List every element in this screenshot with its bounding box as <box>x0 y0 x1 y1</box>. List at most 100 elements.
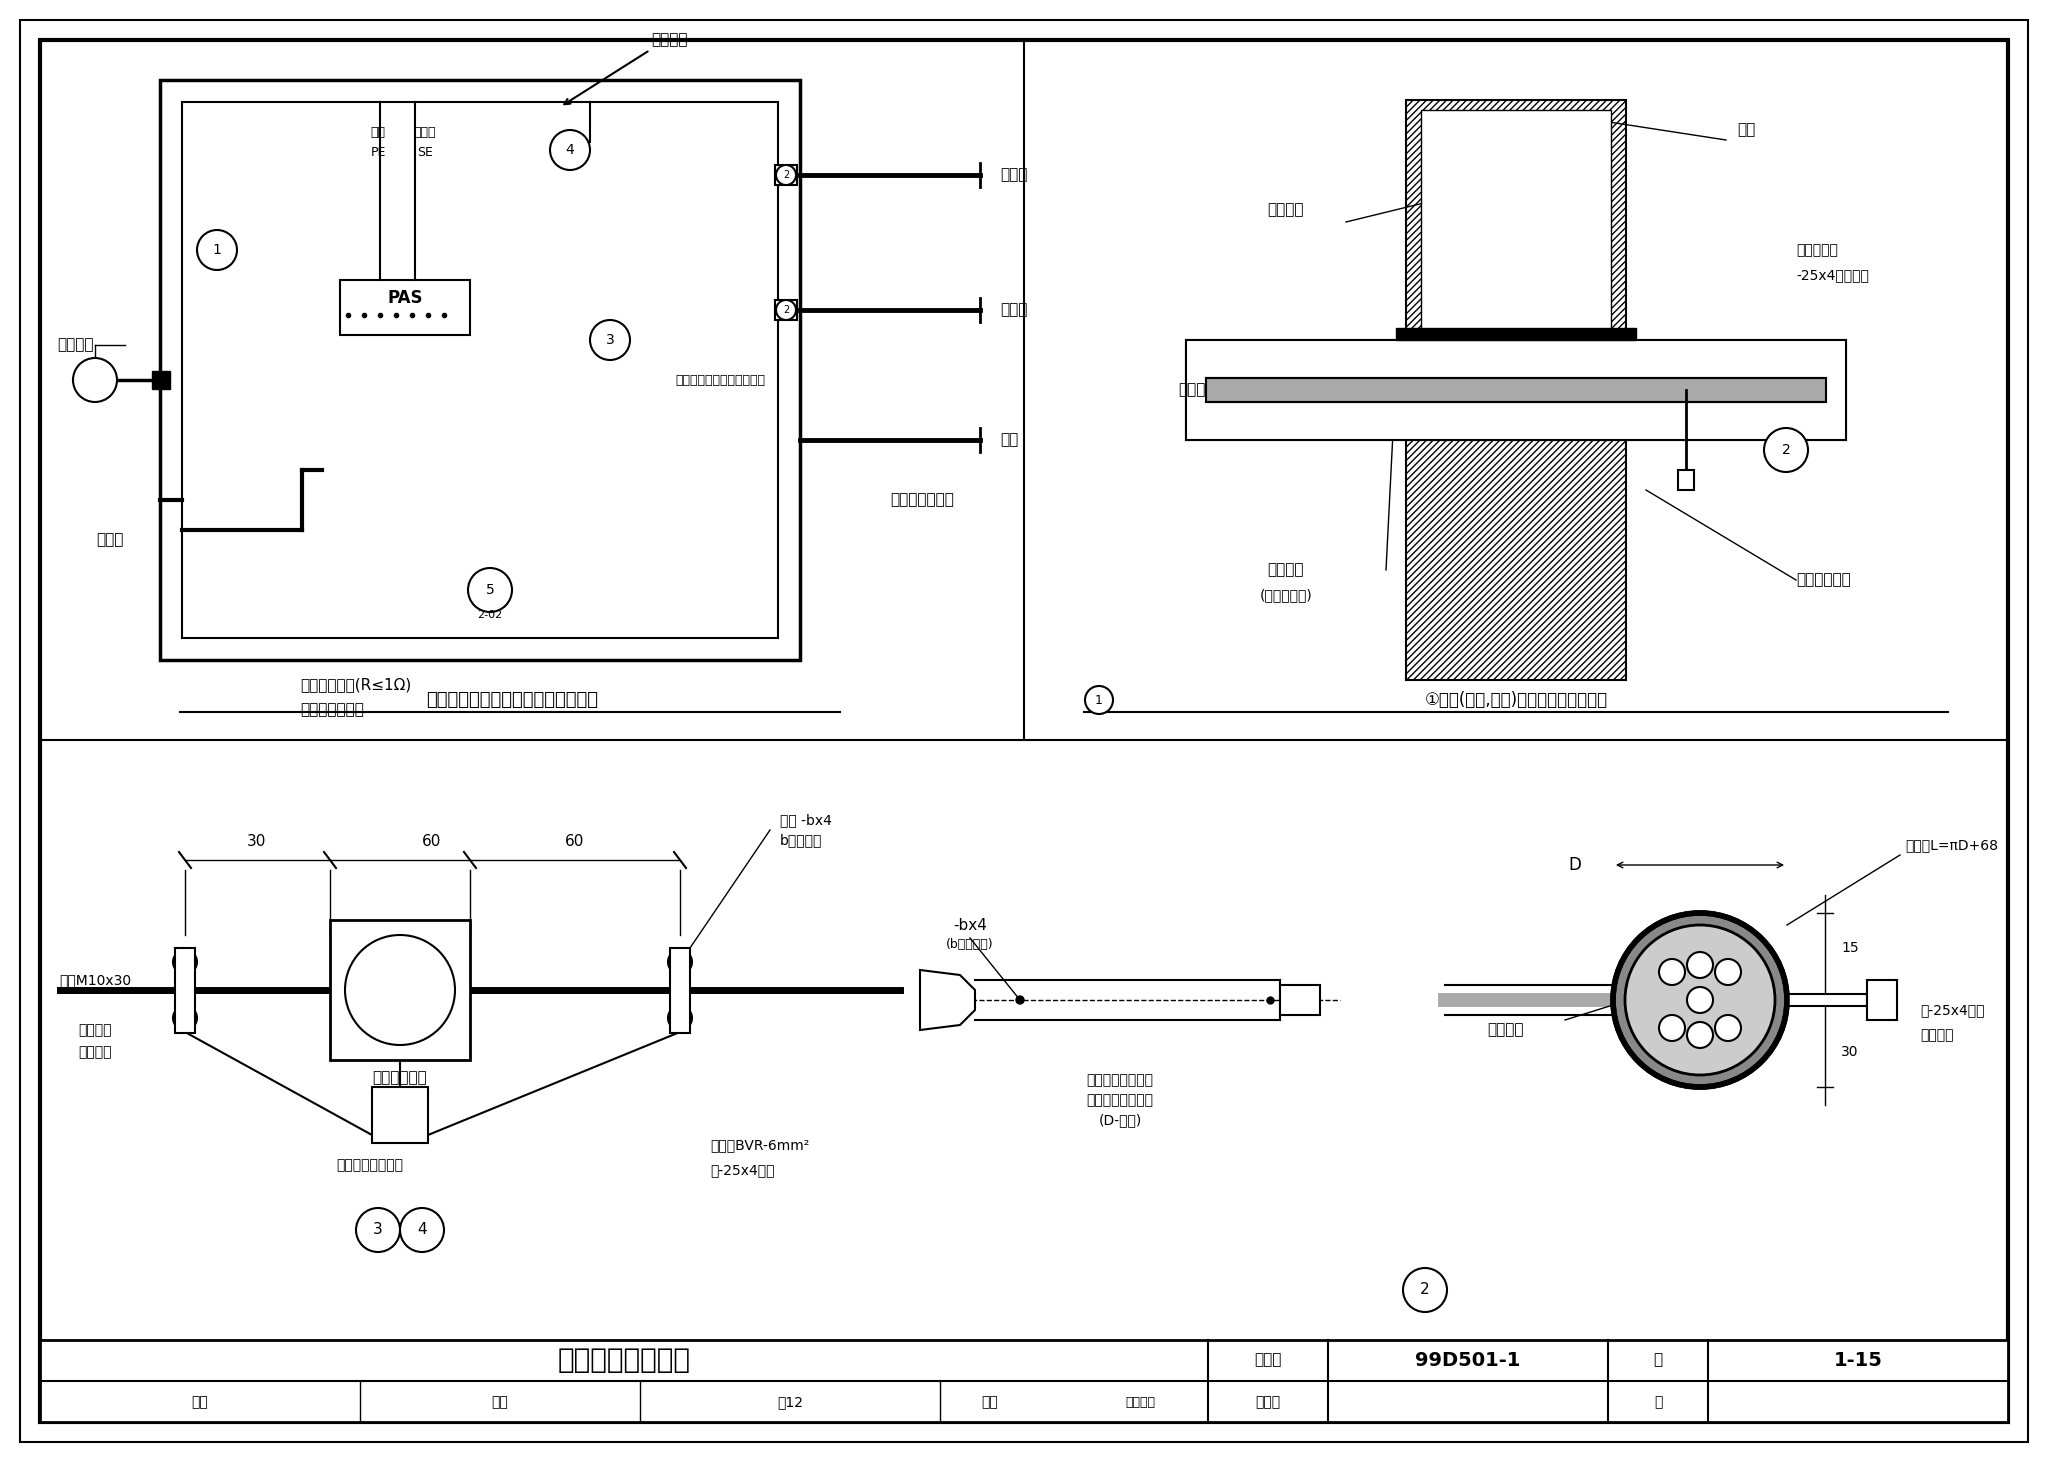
Bar <box>1407 440 1626 680</box>
Text: 4: 4 <box>418 1222 426 1237</box>
Text: 2: 2 <box>782 306 788 314</box>
Text: 页: 页 <box>1655 1395 1663 1409</box>
Circle shape <box>197 230 238 270</box>
Circle shape <box>172 1006 197 1031</box>
Text: 油管: 油管 <box>999 433 1018 447</box>
Bar <box>1788 994 1868 1006</box>
Text: +: + <box>674 956 686 968</box>
Bar <box>774 165 797 186</box>
Bar <box>774 300 797 320</box>
Text: 金属管道: 金属管道 <box>920 982 956 997</box>
Circle shape <box>1688 1022 1712 1048</box>
Circle shape <box>1659 959 1686 985</box>
Text: 防雷研究: 防雷研究 <box>1124 1396 1155 1408</box>
Text: 电话: 电话 <box>371 126 385 139</box>
Text: 3: 3 <box>606 333 614 346</box>
Text: 60: 60 <box>565 835 584 849</box>
Text: 计算机: 计算机 <box>414 126 436 139</box>
Circle shape <box>668 1006 692 1031</box>
Bar <box>174 947 195 1034</box>
Text: 99D501-1: 99D501-1 <box>1415 1351 1522 1370</box>
Text: 计量表计: 计量表计 <box>651 32 688 47</box>
Circle shape <box>1659 1015 1686 1041</box>
Text: 防雷等电位连接图: 防雷等电位连接图 <box>557 1347 690 1374</box>
Circle shape <box>469 569 512 613</box>
Text: (D-直径): (D-直径) <box>1098 1113 1141 1127</box>
Bar <box>152 371 170 389</box>
Text: 跨接线BVR-6mm²: 跨接线BVR-6mm² <box>711 1137 809 1152</box>
Bar <box>330 920 469 1060</box>
Circle shape <box>668 950 692 974</box>
Text: PAS: PAS <box>387 289 422 307</box>
Text: 可利用基础钢筋: 可利用基础钢筋 <box>299 703 365 718</box>
Text: 页: 页 <box>1653 1352 1663 1367</box>
Text: 5: 5 <box>485 583 494 596</box>
Text: 螺栓M10x30: 螺栓M10x30 <box>59 974 131 987</box>
Text: 审核: 审核 <box>193 1395 209 1409</box>
Circle shape <box>74 358 117 402</box>
Bar <box>340 281 469 335</box>
Text: 2: 2 <box>1419 1282 1430 1297</box>
Text: 共用接地装置(R≤1Ω): 共用接地装置(R≤1Ω) <box>299 677 412 693</box>
Text: 2-02: 2-02 <box>477 610 502 620</box>
Text: D: D <box>1569 855 1581 874</box>
Text: ①电缆(电力,信号)进户等电位连接做法: ①电缆(电力,信号)进户等电位连接做法 <box>1425 692 1608 709</box>
Text: 煤气管: 煤气管 <box>999 303 1028 317</box>
Text: +: + <box>180 956 190 968</box>
Text: b由设计定: b由设计定 <box>780 833 823 846</box>
Text: +: + <box>674 1012 686 1025</box>
Circle shape <box>1688 952 1712 978</box>
Text: 设计: 设计 <box>981 1395 997 1409</box>
Circle shape <box>1403 1268 1448 1311</box>
Text: -25x4镀锌扁钢: -25x4镀锌扁钢 <box>1796 268 1870 282</box>
Text: 1-15: 1-15 <box>1833 1351 1882 1370</box>
Circle shape <box>1624 925 1776 1075</box>
Bar <box>1206 379 1827 402</box>
Text: 1: 1 <box>1096 693 1104 706</box>
Text: 1: 1 <box>213 243 221 257</box>
Text: 接线鼻子: 接线鼻子 <box>78 1023 113 1037</box>
Text: 金12: 金12 <box>776 1395 803 1409</box>
Text: 给水管: 给水管 <box>999 168 1028 183</box>
Text: PE: PE <box>371 146 385 158</box>
Circle shape <box>1016 996 1024 1004</box>
Text: 3: 3 <box>373 1222 383 1237</box>
Text: (由工程选定): (由工程选定) <box>1260 588 1313 602</box>
Text: 15: 15 <box>1841 942 1860 955</box>
Bar <box>373 1088 428 1143</box>
Text: (b由设计定): (b由设计定) <box>946 939 993 952</box>
Text: 或小直径金属管道: 或小直径金属管道 <box>1087 1094 1153 1107</box>
Circle shape <box>551 130 590 170</box>
Text: 30: 30 <box>1841 1045 1860 1058</box>
Circle shape <box>399 1208 444 1251</box>
Text: 接地连接线: 接地连接线 <box>1796 243 1837 257</box>
Text: 或-25x4扁钢: 或-25x4扁钢 <box>711 1162 774 1177</box>
Bar <box>1407 99 1626 341</box>
Bar <box>1677 469 1694 490</box>
Text: 60: 60 <box>422 835 442 849</box>
Text: 或-25x4扁钢: 或-25x4扁钢 <box>1921 1003 1985 1018</box>
Circle shape <box>1085 686 1112 713</box>
Text: 下水管: 下水管 <box>96 532 123 547</box>
Bar <box>670 947 690 1034</box>
Circle shape <box>172 950 197 974</box>
Text: 圆抱箍L=πD+68: 圆抱箍L=πD+68 <box>1905 838 1999 852</box>
Bar <box>1186 341 1845 440</box>
Polygon shape <box>920 969 975 1031</box>
Text: 建筑物内部钢筋: 建筑物内部钢筋 <box>891 493 954 507</box>
Bar <box>1186 341 1845 440</box>
Text: 金属铠装电缆: 金属铠装电缆 <box>1180 383 1233 398</box>
Text: -bx4: -bx4 <box>952 918 987 933</box>
Circle shape <box>1714 1015 1741 1041</box>
Circle shape <box>1688 987 1712 1013</box>
Circle shape <box>776 300 797 320</box>
Text: 预埋钢板: 预埋钢板 <box>1268 563 1305 577</box>
Text: 浪涌过电压防护器: 浪涌过电压防护器 <box>336 1158 403 1173</box>
Circle shape <box>1714 959 1741 985</box>
Bar <box>182 102 778 637</box>
Text: 抱箍 -bx4: 抱箍 -bx4 <box>780 813 831 827</box>
Text: +: + <box>180 1012 190 1025</box>
Text: 由设计定: 由设计定 <box>78 1045 113 1058</box>
Circle shape <box>344 936 455 1045</box>
Text: SE: SE <box>418 146 432 158</box>
